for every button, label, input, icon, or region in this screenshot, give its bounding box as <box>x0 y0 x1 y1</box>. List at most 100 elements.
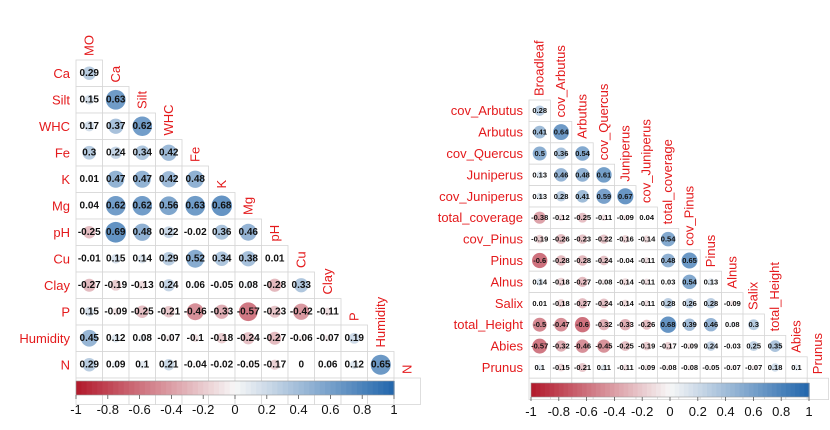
correlation-circle <box>84 121 95 132</box>
colorbar-segment <box>176 381 183 395</box>
colorbar-tick-label: 0.4 <box>290 402 308 417</box>
correlation-value: -0.6 <box>576 320 589 329</box>
correlation-value: 0.01 <box>265 253 285 264</box>
correlation-value: 0.08 <box>725 320 740 329</box>
correlation-value: 0.06 <box>318 359 338 370</box>
correlation-value: 0.63 <box>106 94 126 105</box>
colorbar-segment <box>697 383 704 397</box>
correlation-circle <box>349 360 359 370</box>
colorbar-segment <box>203 381 210 395</box>
correlation-value: 0.33 <box>292 280 312 291</box>
correlation-circle <box>642 235 651 243</box>
column-label: total_Height <box>767 262 782 332</box>
correlation-circle <box>88 178 91 181</box>
colorbar-segment <box>707 383 713 397</box>
row-label: cov_Arbutus <box>451 103 524 118</box>
colorbar-segment <box>725 383 731 397</box>
colorbar-tick-label: 0 <box>666 404 673 419</box>
correlation-value: 0.25 <box>746 342 761 351</box>
colorbar-tick-label: -0.6 <box>128 402 150 417</box>
colorbar-segment <box>614 383 620 397</box>
correlation-circle <box>622 364 629 371</box>
correlation-value: -0.14 <box>638 235 656 244</box>
correlation-circle <box>533 211 546 224</box>
correlation-value: 0.64 <box>554 128 569 137</box>
correlation-circle <box>240 251 256 267</box>
correlation-circle <box>577 212 588 223</box>
colorbar-tick-label: -0.6 <box>575 404 597 419</box>
correlation-value: -0.24 <box>237 333 260 344</box>
correlation-value: -0.12 <box>553 213 570 222</box>
correlation-circle <box>86 203 92 209</box>
correlation-value: -0.04 <box>617 256 635 265</box>
correlation-value: 0.24 <box>159 280 179 291</box>
row-label: cov_Quercus <box>446 146 523 161</box>
correlation-circle <box>600 364 608 371</box>
row-label: Fe <box>55 145 70 160</box>
colorbar-tick-label: 0.6 <box>744 404 762 419</box>
correlation-circle <box>596 167 612 183</box>
correlation-circle <box>643 364 650 371</box>
correlation-circle <box>191 334 200 343</box>
correlation-value: -0.45 <box>595 342 612 351</box>
correlation-value: -0.46 <box>184 306 207 317</box>
colorbar-segment <box>372 381 379 395</box>
row-label: cov_Juniperus <box>439 189 523 204</box>
correlation-circle <box>105 89 126 110</box>
colorbar-segment <box>577 383 583 397</box>
colorbar-segment <box>679 383 685 397</box>
matrix-cell <box>393 377 421 405</box>
correlation-value: -0.09 <box>681 342 698 351</box>
correlation-value: -0.42 <box>290 306 313 317</box>
correlation-circle <box>556 299 566 308</box>
correlation-value: 0.28 <box>532 106 547 115</box>
correlation-value: 0.12 <box>345 359 365 370</box>
colorbar-segment <box>219 381 225 395</box>
correlation-value: -0.32 <box>553 342 570 351</box>
colorbar-segment <box>776 383 782 397</box>
correlation-value: 0.48 <box>661 256 676 265</box>
correlation-value: -0.24 <box>595 256 613 265</box>
colorbar-segment <box>245 381 252 395</box>
correlation-circle <box>707 278 715 286</box>
correlation-value: 0.5 <box>534 149 544 158</box>
colorbar-segment <box>288 381 294 395</box>
colorbar-segment <box>660 383 666 397</box>
colorbar-segment <box>356 381 363 395</box>
column-label: pH <box>267 225 282 242</box>
correlation-matrix-vegetation: Broadleaf cov_Arbutus Arbutus cov_Quercus Ju… <box>438 40 830 419</box>
colorbar-segment <box>531 383 537 397</box>
correlation-value: 0.39 <box>682 320 697 329</box>
correlation-circle <box>193 230 198 235</box>
correlation-value: 0.36 <box>212 227 232 238</box>
correlation-circle <box>533 125 547 139</box>
colorbar-tick-label: 1 <box>805 404 812 419</box>
correlation-circle <box>600 214 608 221</box>
row-label: Juniperus <box>467 167 524 182</box>
correlation-value: -0.27 <box>263 333 286 344</box>
correlation-value: 0.19 <box>345 333 365 344</box>
colorbar-segment <box>619 383 625 397</box>
correlation-value: -0.01 <box>78 253 101 264</box>
colorbar-tick-label: 0.8 <box>353 402 371 417</box>
column-label: MO <box>81 35 96 56</box>
correlation-circle <box>268 278 282 292</box>
correlation-circle <box>110 279 122 291</box>
correlation-circle <box>105 195 126 216</box>
correlation-value: -0.02 <box>210 359 233 370</box>
correlation-circle <box>686 343 693 350</box>
correlation-value: -0.19 <box>638 342 655 351</box>
correlation-circle <box>163 359 175 371</box>
correlation-value: 0.13 <box>704 277 719 286</box>
column-label: cov_Juniperus <box>639 119 654 203</box>
correlation-value: 0.46 <box>239 227 259 238</box>
colorbar-segment <box>739 383 745 397</box>
correlation-circle <box>216 332 228 344</box>
correlation-circle <box>219 362 224 367</box>
correlation-value: 0.1 <box>534 363 544 372</box>
correlation-value: -0.33 <box>617 320 634 329</box>
correlation-value: 0.38 <box>239 253 259 264</box>
correlation-value: -0.15 <box>553 363 570 372</box>
colorbar-segment <box>378 381 384 395</box>
correlation-value: -0.04 <box>184 359 207 370</box>
